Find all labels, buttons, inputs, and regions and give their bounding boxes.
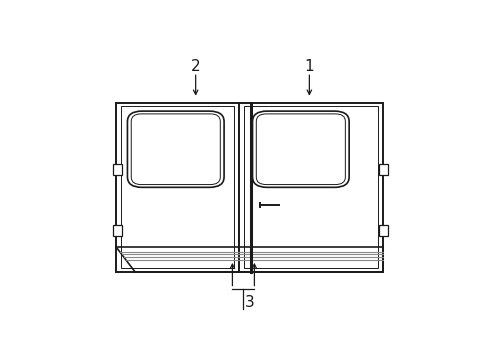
Text: 1: 1 xyxy=(304,59,313,74)
Bar xyxy=(379,164,387,175)
Text: 3: 3 xyxy=(244,295,254,310)
Bar xyxy=(379,225,387,235)
Bar xyxy=(121,107,234,268)
Bar xyxy=(239,103,383,272)
FancyBboxPatch shape xyxy=(252,111,348,187)
Bar xyxy=(113,164,122,175)
Text: 2: 2 xyxy=(190,59,200,74)
Bar xyxy=(116,103,239,272)
Bar xyxy=(113,225,122,235)
FancyBboxPatch shape xyxy=(127,111,224,187)
Bar xyxy=(244,107,378,268)
